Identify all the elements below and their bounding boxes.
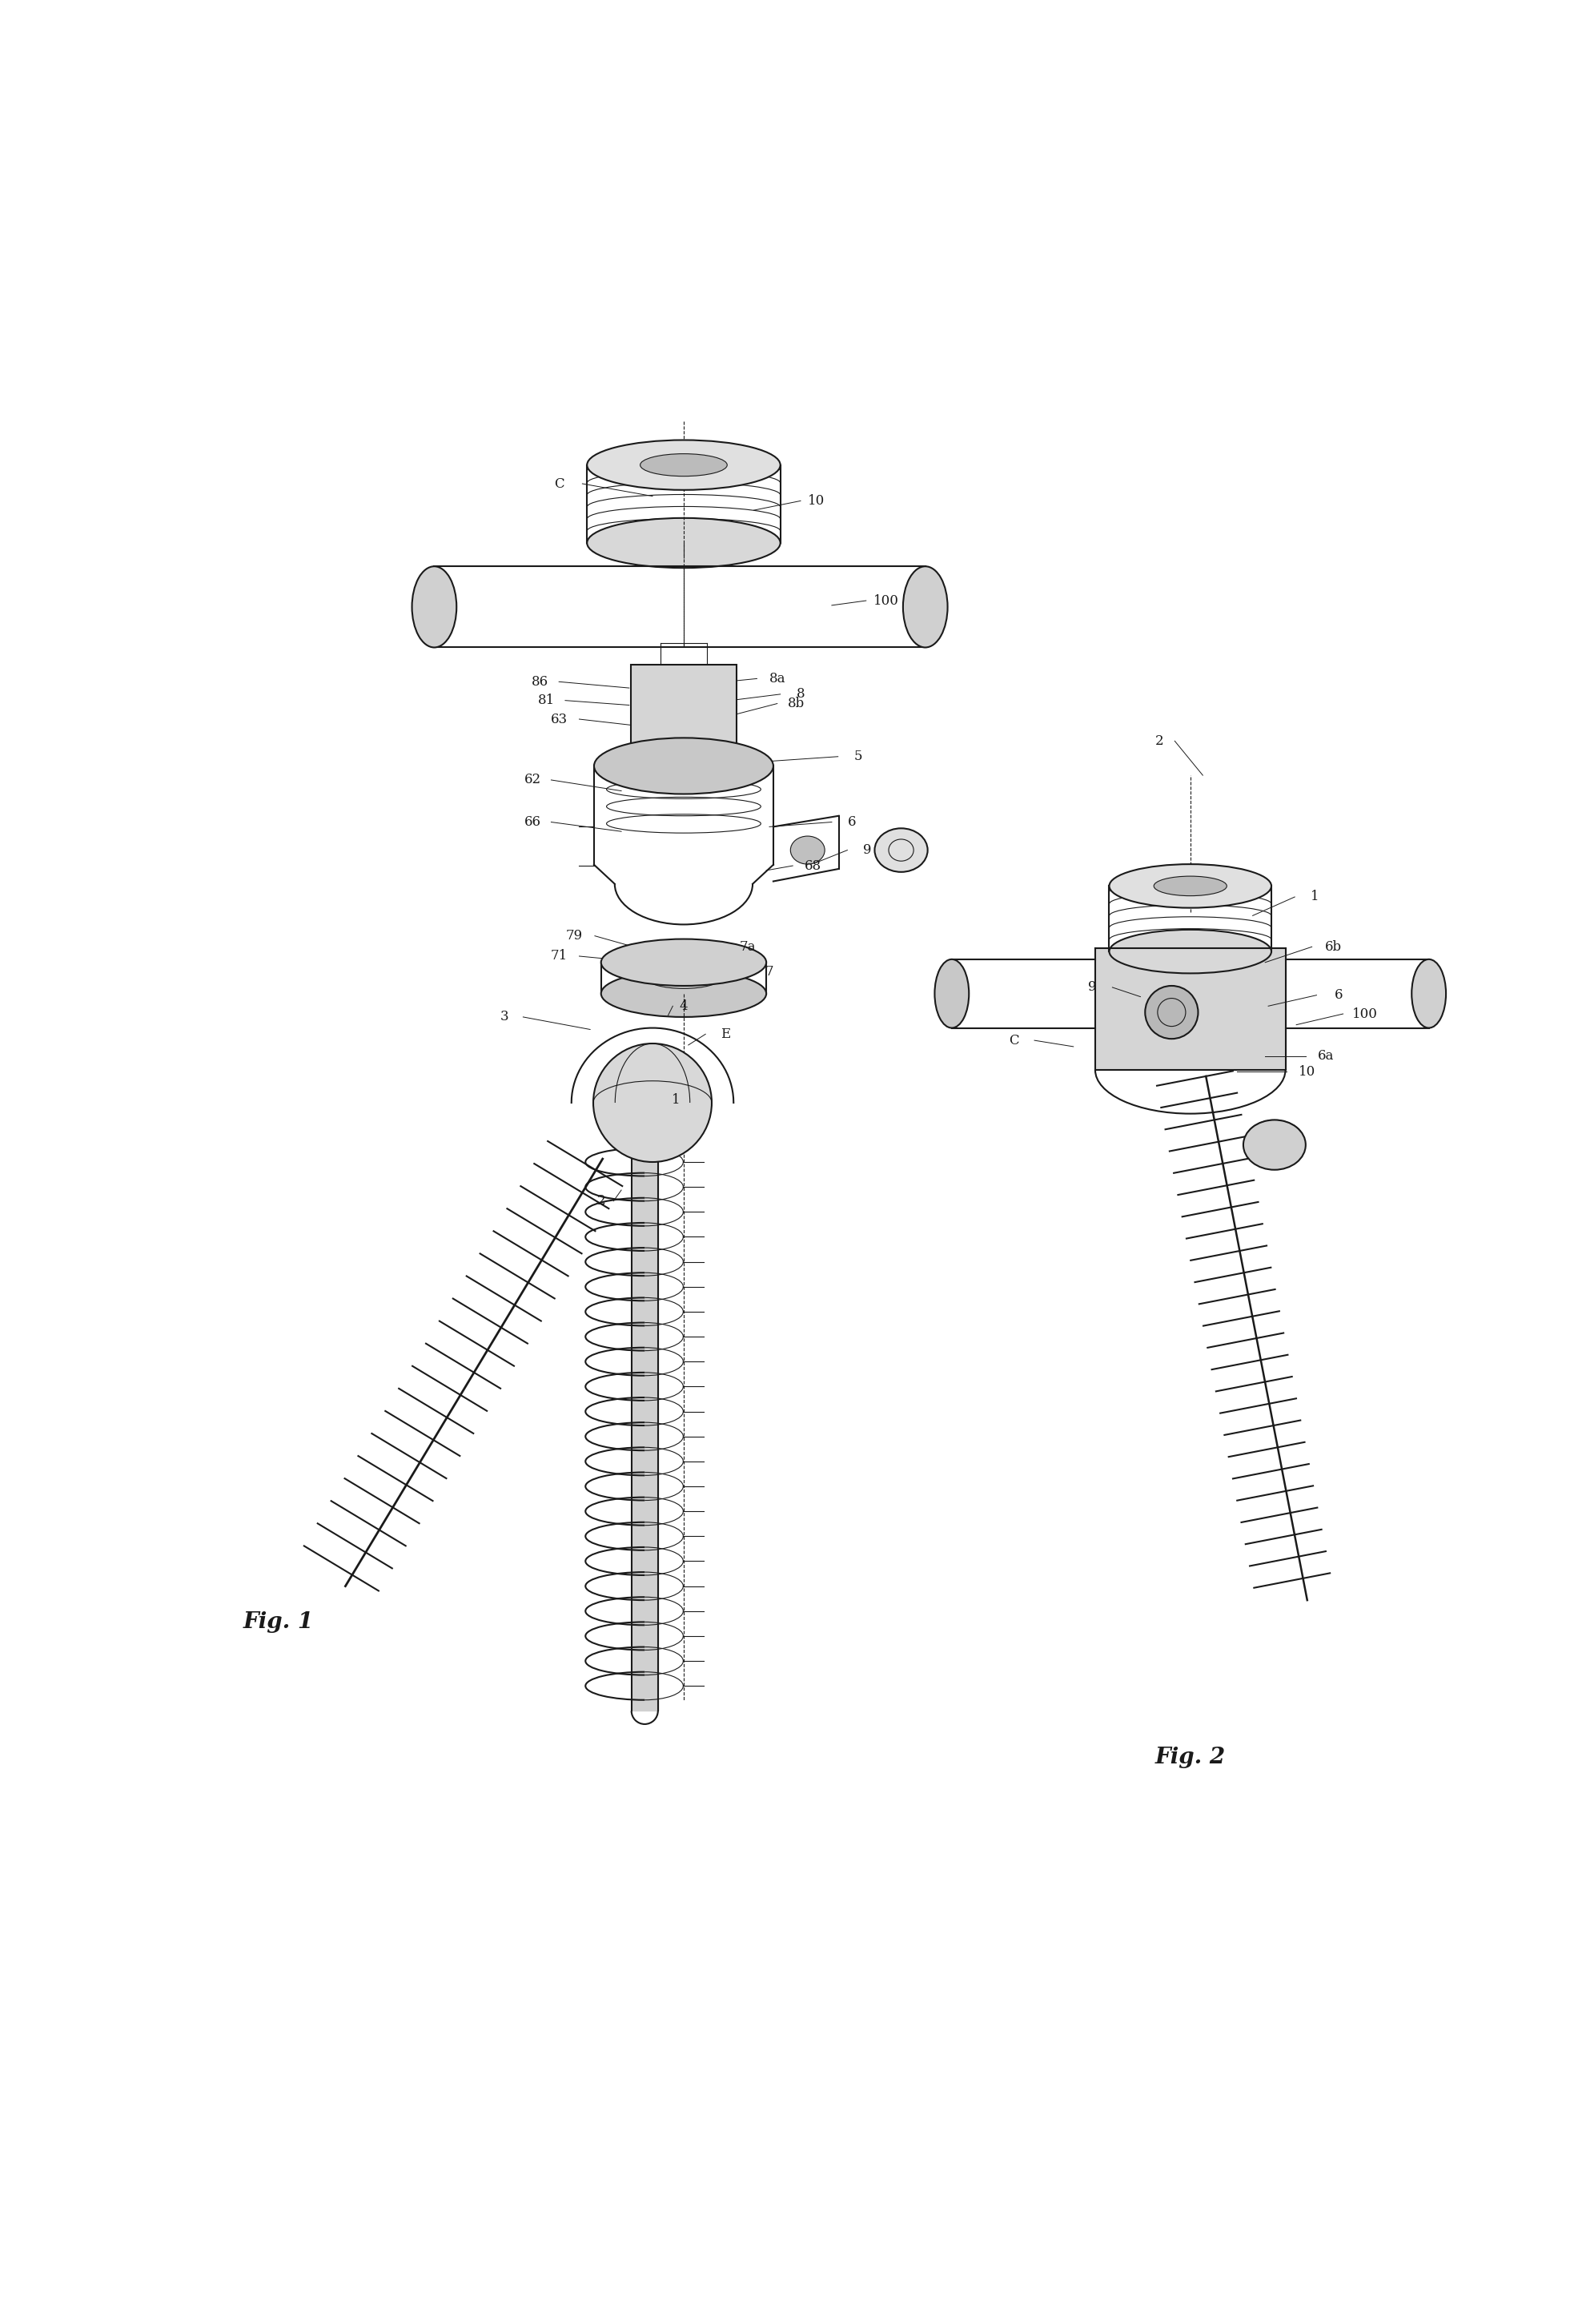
Text: Fig. 2: Fig. 2 [1156,1748,1226,1769]
Text: 86: 86 [532,674,548,688]
Text: 6b: 6b [1325,939,1342,953]
Ellipse shape [587,518,780,567]
Text: 2: 2 [1156,734,1163,748]
Text: 4: 4 [680,999,688,1013]
Ellipse shape [1145,985,1198,1039]
Ellipse shape [1243,1120,1306,1169]
Text: 6: 6 [1334,988,1342,1002]
Text: C: C [554,476,564,490]
Ellipse shape [934,960,969,1027]
Ellipse shape [790,837,824,865]
Text: 5: 5 [854,751,862,762]
Text: 81: 81 [539,693,556,706]
Ellipse shape [641,453,727,476]
Text: 9: 9 [864,844,871,858]
Ellipse shape [593,739,774,795]
Text: 7: 7 [765,964,774,978]
Text: 6: 6 [848,816,856,830]
Text: 100: 100 [873,595,900,607]
Bar [631,665,736,746]
Text: 8b: 8b [788,697,804,711]
Text: 66: 66 [524,816,542,830]
Text: Fig. 1: Fig. 1 [243,1611,314,1634]
Text: E: E [721,1027,730,1041]
Text: 71: 71 [551,951,567,962]
Ellipse shape [1411,960,1446,1027]
Ellipse shape [411,567,457,648]
Text: 10: 10 [807,495,824,507]
Ellipse shape [601,939,766,985]
Text: 8a: 8a [769,672,785,686]
Text: C: C [1010,1034,1019,1048]
Text: 68: 68 [804,860,821,872]
Ellipse shape [601,969,766,1018]
Polygon shape [1096,948,1286,1069]
Text: 6a: 6a [1317,1048,1334,1062]
Text: 8: 8 [796,688,805,702]
Text: 1: 1 [1311,890,1319,904]
Text: 9: 9 [1088,981,1096,995]
Text: 2: 2 [597,1195,606,1208]
Text: 62: 62 [524,774,542,788]
Text: 3: 3 [501,1011,509,1025]
Text: 1: 1 [672,1092,680,1106]
Text: 63: 63 [551,713,567,725]
Ellipse shape [1110,930,1272,974]
Ellipse shape [1154,876,1226,895]
Text: 100: 100 [1352,1006,1377,1020]
Ellipse shape [587,439,780,490]
Text: 79: 79 [567,930,582,944]
Ellipse shape [903,567,948,648]
Ellipse shape [593,1043,711,1162]
Ellipse shape [874,827,928,872]
Text: 7a: 7a [739,939,755,953]
Ellipse shape [1110,865,1272,909]
Text: 10: 10 [1298,1064,1316,1078]
